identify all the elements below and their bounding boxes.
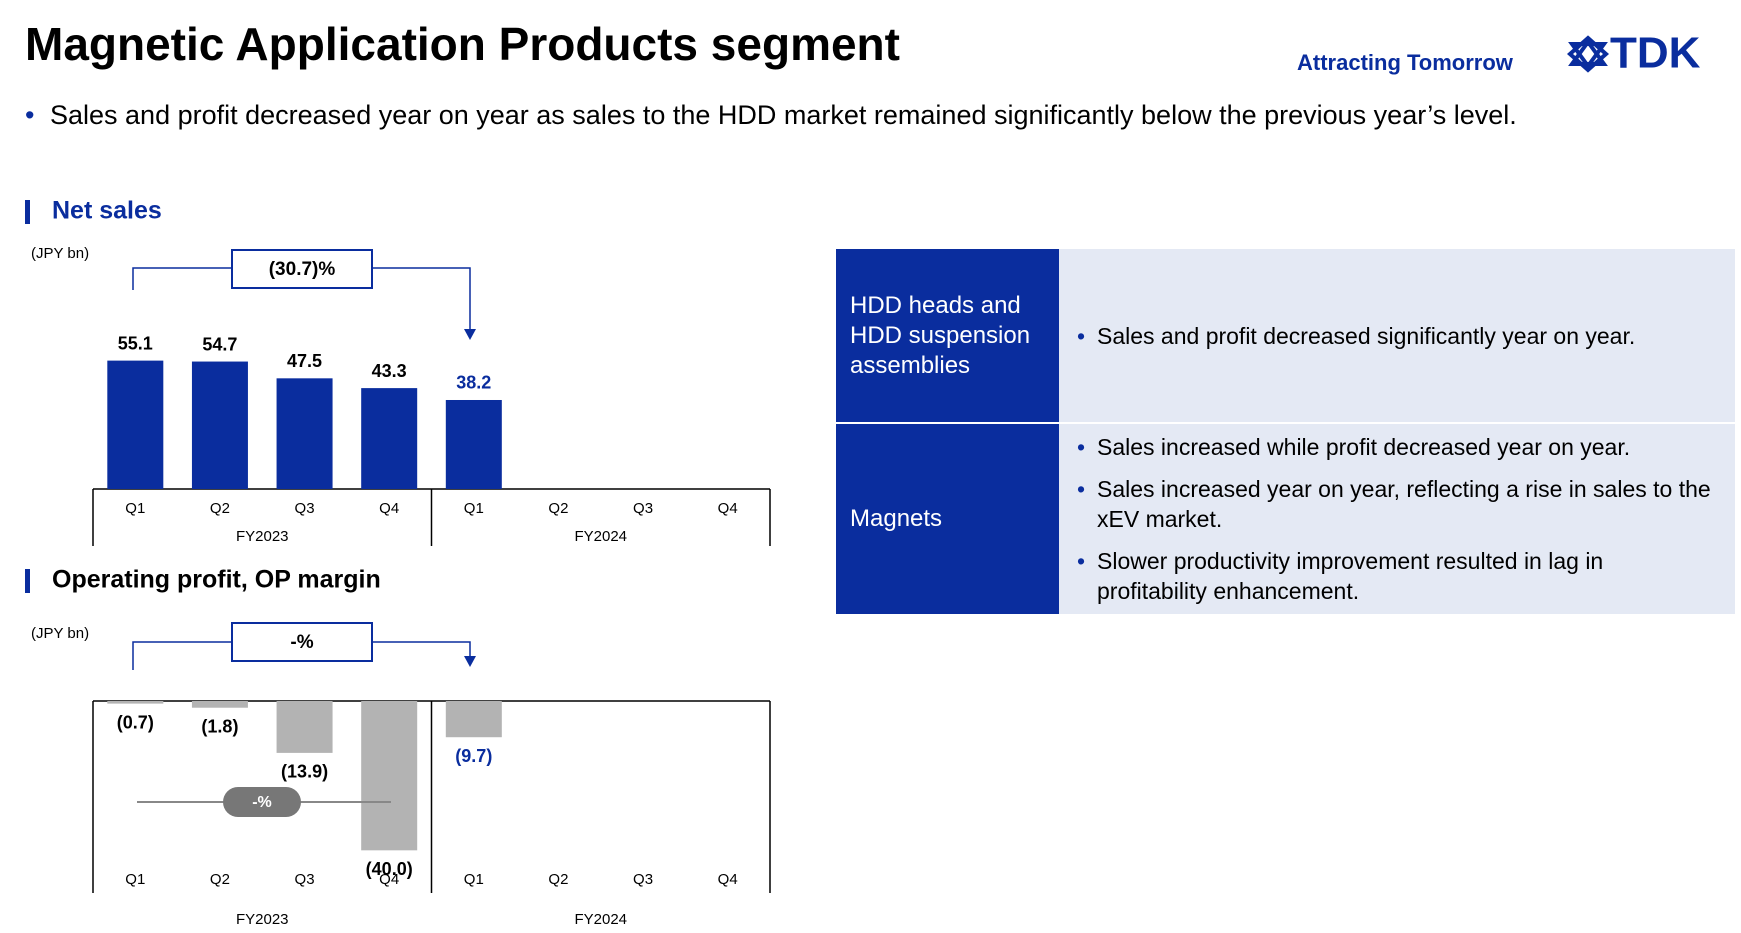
value-label: (13.9) [281, 762, 328, 782]
value-label: (9.7) [455, 746, 492, 766]
bar [107, 360, 164, 489]
bar [191, 361, 248, 489]
table-row: HDD heads and HDD suspension assemblies … [836, 249, 1735, 422]
chart-title: Net sales [52, 197, 162, 225]
x-tick-label: Q3 [295, 500, 315, 517]
value-label: 55.1 [118, 333, 153, 353]
change-box [231, 622, 373, 662]
logo-text: TDK [1610, 29, 1701, 78]
x-tick-label: Q3 [295, 871, 315, 888]
row-bullet: Sales increased year on year, reflecting… [1077, 474, 1715, 534]
heading-marker [25, 200, 30, 224]
row-bullet: Sales and profit decreased significantly… [1077, 321, 1715, 351]
x-tick-label: Q4 [718, 871, 738, 888]
row-header: HDD heads and HDD suspension assemblies [836, 249, 1059, 422]
x-tick-label: Q4 [379, 871, 399, 888]
summary-bullet: Sales and profit decreased year on year … [25, 100, 1517, 131]
change-box [231, 249, 373, 289]
x-tick-label: Q1 [464, 500, 484, 517]
row-bullet: Sales increased while profit decreased y… [1077, 432, 1715, 462]
margin-pill [223, 787, 301, 817]
value-label: (1.8) [201, 716, 238, 736]
group-label: FY2024 [574, 911, 627, 928]
group-label: FY2024 [574, 528, 627, 545]
x-tick-label: Q4 [718, 500, 738, 517]
margin-label: -% [252, 794, 272, 811]
segment-table: HDD heads and HDD suspension assemblies … [836, 249, 1735, 614]
value-label: 43.3 [372, 361, 407, 381]
row-body: Sales increased while profit decreased y… [1059, 424, 1735, 614]
value-label: (0.7) [117, 712, 154, 732]
x-tick-label: Q2 [548, 871, 568, 888]
logo-symbol [1566, 35, 1610, 73]
value-label: 47.5 [287, 351, 322, 371]
change-arrow [464, 656, 476, 667]
x-tick-label: Q4 [379, 500, 399, 517]
x-tick-label: Q1 [125, 871, 145, 888]
chart-title: Operating profit, OP margin [52, 566, 381, 594]
bar [361, 701, 418, 851]
bar [445, 399, 502, 489]
change-label: (30.7)% [269, 259, 336, 280]
x-tick-label: Q2 [210, 500, 230, 517]
value-label: 38.2 [456, 373, 491, 393]
value-label: 54.7 [202, 334, 237, 354]
row-header: Magnets [836, 424, 1059, 614]
bar [445, 701, 502, 738]
heading-marker [25, 569, 30, 593]
unit-label: (JPY bn) [31, 625, 89, 642]
slide-title: Magnetic Application Products segment [25, 18, 900, 70]
bar [361, 388, 418, 489]
x-tick-label: Q1 [125, 500, 145, 517]
bar [276, 701, 333, 753]
x-tick-label: Q2 [210, 871, 230, 888]
value-label: (40.0) [366, 859, 413, 879]
group-label: FY2023 [236, 911, 289, 928]
change-label: -% [290, 632, 313, 653]
row-body: Sales and profit decreased significantly… [1059, 249, 1735, 422]
x-tick-label: Q3 [633, 871, 653, 888]
bar [107, 701, 164, 704]
group-label: FY2023 [236, 528, 289, 545]
bar [191, 701, 248, 708]
bar [276, 378, 333, 489]
x-tick-label: Q2 [548, 500, 568, 517]
table-row: Magnets Sales increased while profit dec… [836, 422, 1735, 614]
tagline: Attracting Tomorrow [1297, 50, 1514, 75]
x-tick-label: Q3 [633, 500, 653, 517]
unit-label: (JPY bn) [31, 245, 89, 262]
row-bullet: Slower productivity improvement resulted… [1077, 546, 1715, 606]
x-tick-label: Q1 [464, 871, 484, 888]
change-arrow [464, 329, 476, 340]
